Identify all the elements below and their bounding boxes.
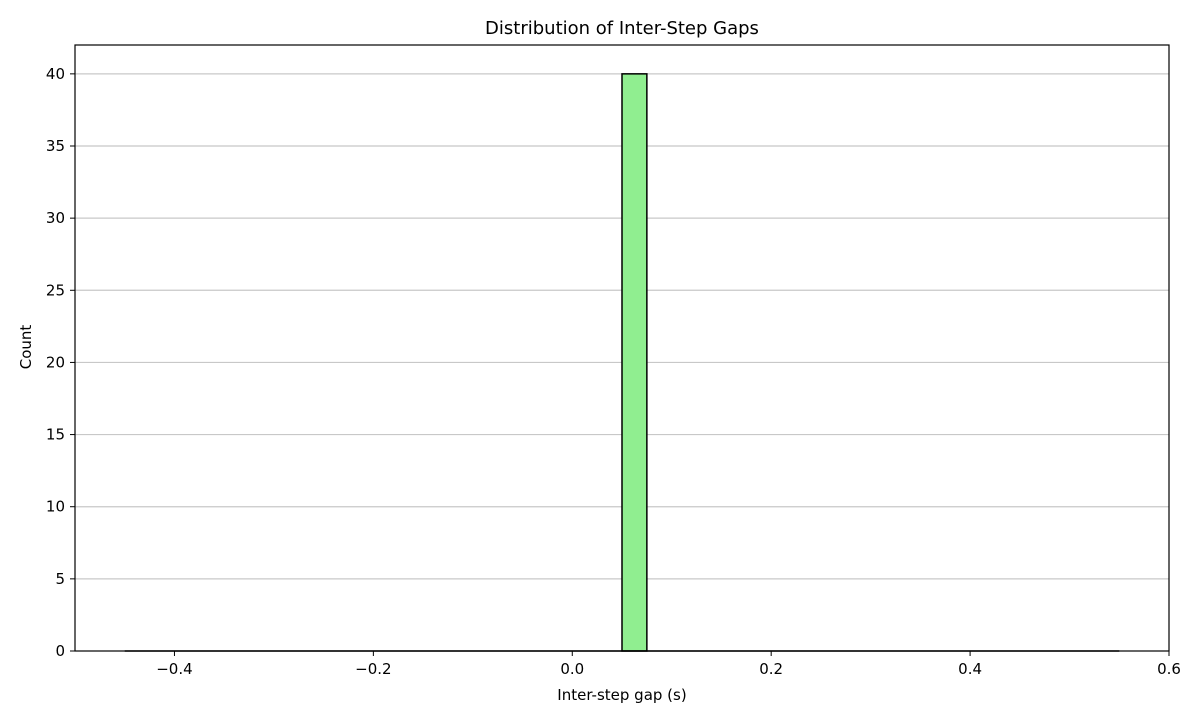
y-tick-label: 20 xyxy=(46,353,65,371)
plot-frame xyxy=(74,44,1170,652)
y-tick-label: 35 xyxy=(46,137,65,155)
y-tick-label: 0 xyxy=(55,642,65,660)
x-tick-label: 0.0 xyxy=(560,660,584,678)
bars xyxy=(621,73,648,652)
x-tick-label: 0.2 xyxy=(759,660,783,678)
x-tick-label: 0.6 xyxy=(1157,660,1181,678)
x-axis-label: Inter-step gap (s) xyxy=(557,686,686,704)
x-axis-ticks: −0.4 −0.2 0.0 0.2 0.4 0.6 xyxy=(156,651,1181,678)
y-tick-label: 5 xyxy=(55,570,65,588)
y-axis-ticks: 0 5 10 15 20 25 30 35 40 xyxy=(46,65,75,660)
chart-title: Distribution of Inter-Step Gaps xyxy=(485,18,759,39)
x-tick-label: 0.4 xyxy=(958,660,982,678)
histogram-bar xyxy=(621,73,648,652)
y-axis-label: Count xyxy=(17,325,35,370)
y-tick-label: 30 xyxy=(46,209,65,227)
y-tick-label: 15 xyxy=(46,426,65,444)
x-tick-label: −0.4 xyxy=(156,660,192,678)
y-tick-label: 25 xyxy=(46,281,65,299)
y-tick-label: 40 xyxy=(46,65,65,83)
y-tick-label: 10 xyxy=(46,498,65,516)
x-tick-label: −0.2 xyxy=(355,660,391,678)
